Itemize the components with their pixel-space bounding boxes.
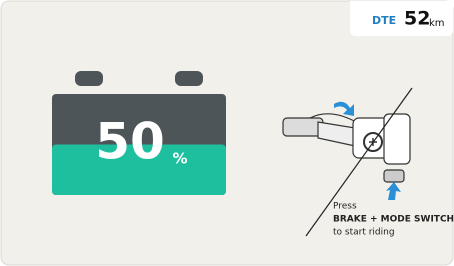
dte-value: 52: [404, 8, 430, 30]
battery-terminal: [175, 71, 203, 86]
battery-unit: %: [172, 150, 187, 168]
dte-label: DTE: [372, 14, 396, 27]
instruction-text: Press: [333, 202, 357, 212]
battery-terminal: [75, 71, 103, 86]
instruction-text: to start riding: [333, 228, 395, 238]
dashboard-screen: DTE 52 km 50 % Press BRAKE + MODE SWITCH…: [0, 0, 454, 266]
instruction-text: BRAKE + MODE SWITCH: [333, 215, 454, 225]
dte-unit: km: [429, 18, 445, 29]
battery-percent: 50: [95, 113, 165, 171]
